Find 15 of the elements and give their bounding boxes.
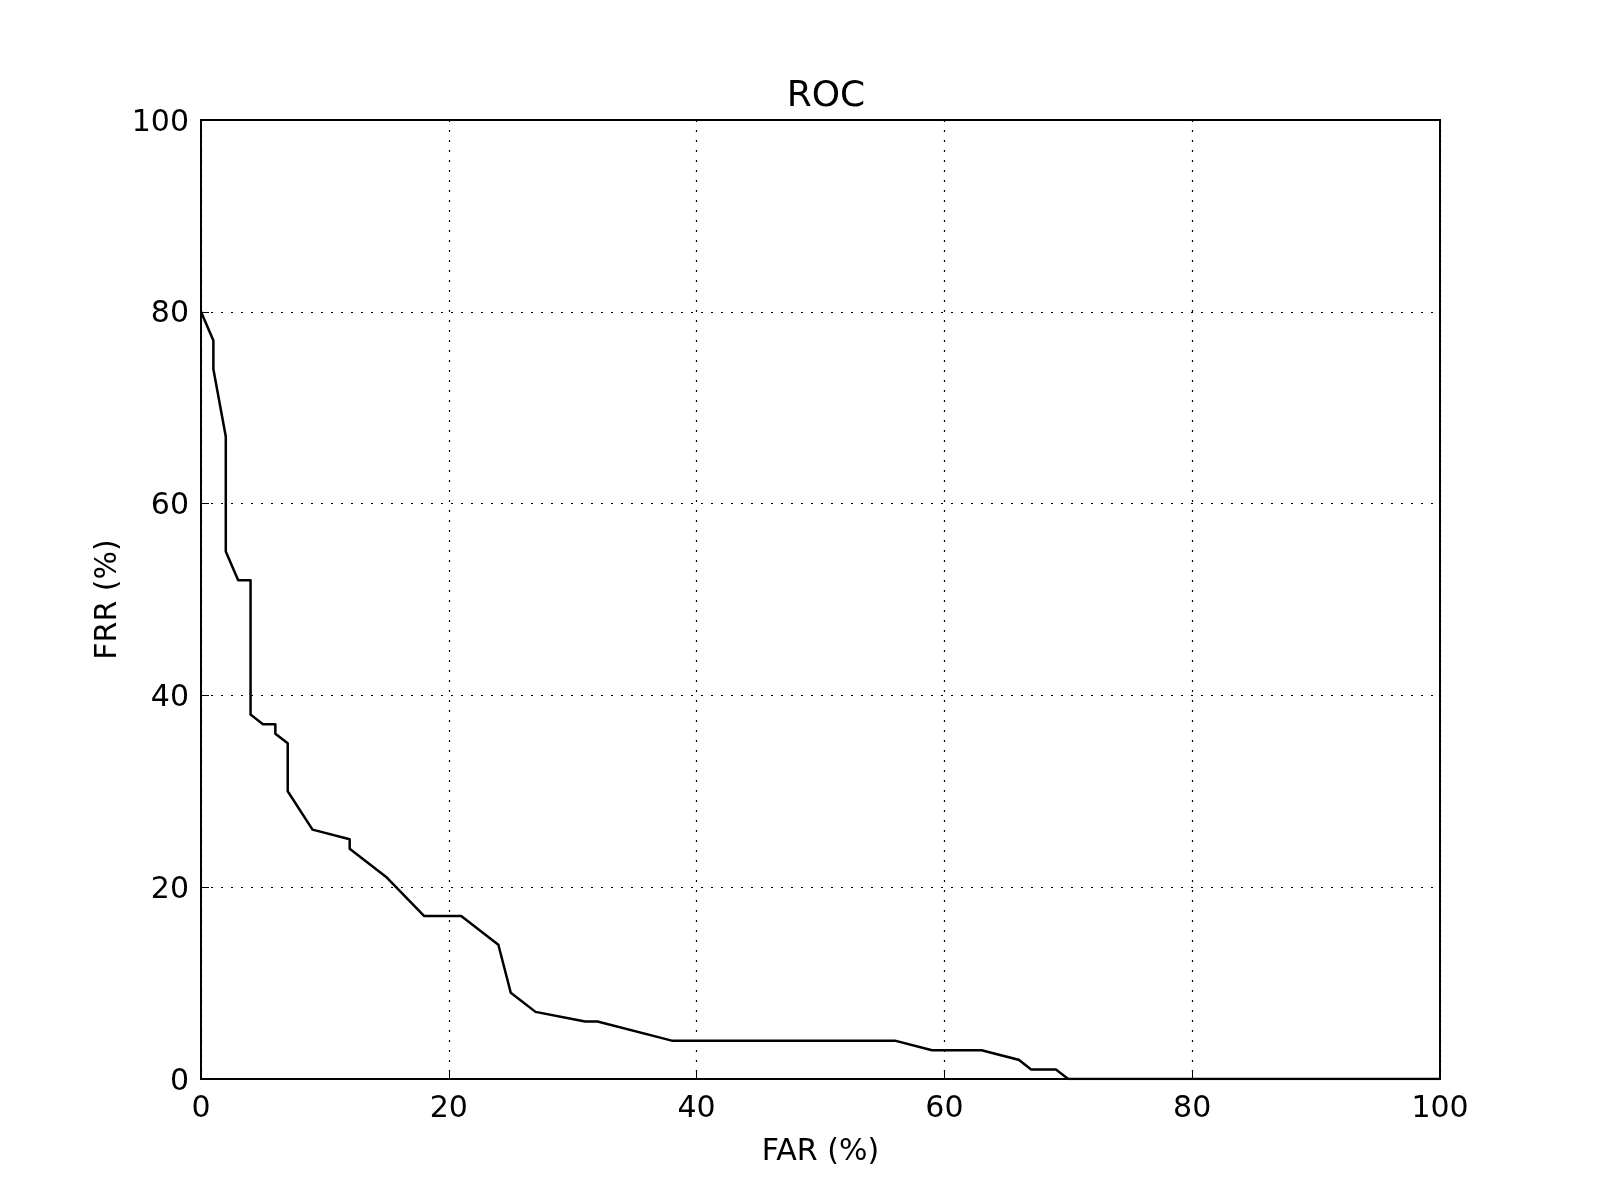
y-tick-label: 60 <box>150 486 189 522</box>
chart-title: ROC <box>786 72 866 114</box>
x-tick-label: 100 <box>1411 1088 1469 1124</box>
x-tick-label: 40 <box>677 1088 716 1124</box>
y-tick-label: 40 <box>150 677 189 713</box>
y-axis-title: FRR (%) <box>88 539 124 660</box>
x-tick-label: 60 <box>925 1088 964 1124</box>
y-tick-label: 80 <box>150 294 189 330</box>
y-tick-label: 0 <box>169 1061 189 1097</box>
y-tick-label: 100 <box>131 102 189 138</box>
y-tick-label: 20 <box>150 869 189 905</box>
x-tick-label: 80 <box>1173 1088 1212 1124</box>
x-tick-label: 20 <box>429 1088 468 1124</box>
x-axis-title: FAR (%) <box>761 1131 880 1167</box>
x-tick-label: 0 <box>191 1088 211 1124</box>
